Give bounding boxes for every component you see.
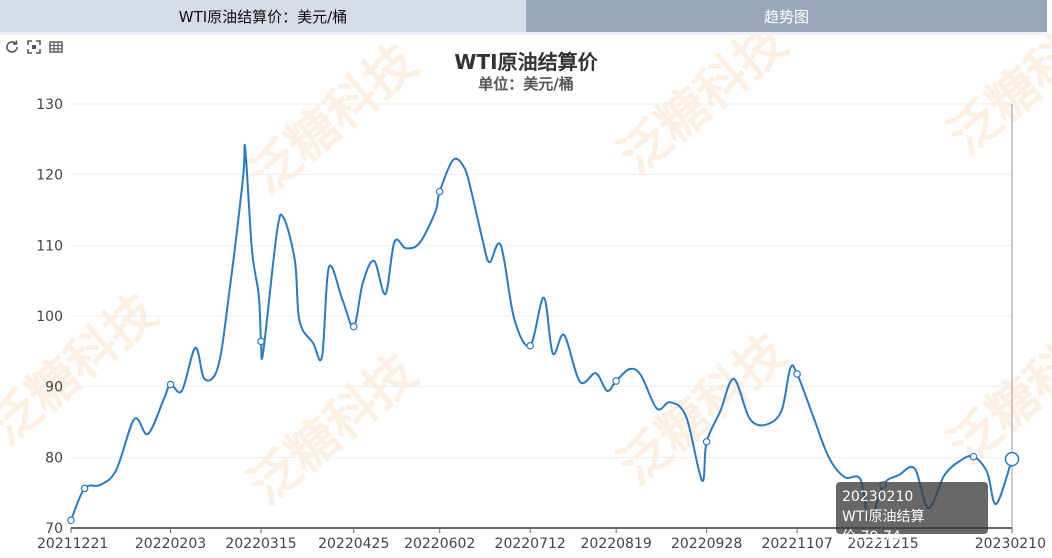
tab-bar: WTI原油结算价：美元/桶 趋势图 [0,0,1052,38]
x-tick-label: 20220928 [671,536,742,552]
x-tick-label: 20230210 [975,536,1046,552]
x-tick-label: 20220602 [404,536,475,552]
data-point-marker [257,337,265,346]
y-tick-label: 100 [36,309,63,325]
x-tick-label: 20220712 [495,536,566,552]
highlighted-point [1004,451,1020,467]
x-tick-label: 20220203 [135,536,206,552]
tab-trend-chart[interactable]: 趋势图 [526,0,1047,35]
chart-title: WTI原油结算价 [454,50,598,74]
y-tick-label: 120 [36,168,63,184]
table-icon[interactable] [48,39,64,55]
x-tick-label: 20221215 [847,536,918,552]
tooltip-date: 20230210 [842,489,914,505]
data-point-marker [349,322,358,331]
data-point-marker [612,377,620,385]
refresh-icon[interactable] [4,39,20,55]
x-tick-label: 20220819 [581,536,652,552]
fullscreen-icon[interactable] [26,39,42,55]
data-point-marker [526,341,534,350]
x-tick-label: 20221107 [761,536,832,552]
y-tick-label: 70 [45,521,63,537]
y-tick-label: 80 [45,450,63,466]
data-point-marker [435,187,444,196]
chart-tooltip: 20230210 WTI原油结算价:79.74 [836,482,988,545]
x-tick-label: 20220315 [225,536,296,552]
data-point-marker [969,452,978,461]
x-tick-label: 20220425 [318,536,389,552]
tab-data-title[interactable]: WTI原油结算价：美元/桶 [0,0,526,35]
y-tick-label: 110 [36,238,63,254]
y-tick-label: 90 [45,380,63,396]
data-point-marker [702,437,711,446]
series-line [70,143,1013,522]
chart-toolbar [4,39,64,55]
tooltip-value: WTI原油结算价:79.74 [842,509,925,545]
data-point-marker [80,484,89,493]
y-tick-label: 130 [36,97,63,113]
data-point-marker [67,516,75,525]
x-tick-label: 20211221 [37,536,108,552]
data-point-marker [166,380,175,389]
chart-subtitle: 单位：美元/桶 [478,75,574,93]
data-point-marker [793,370,801,378]
